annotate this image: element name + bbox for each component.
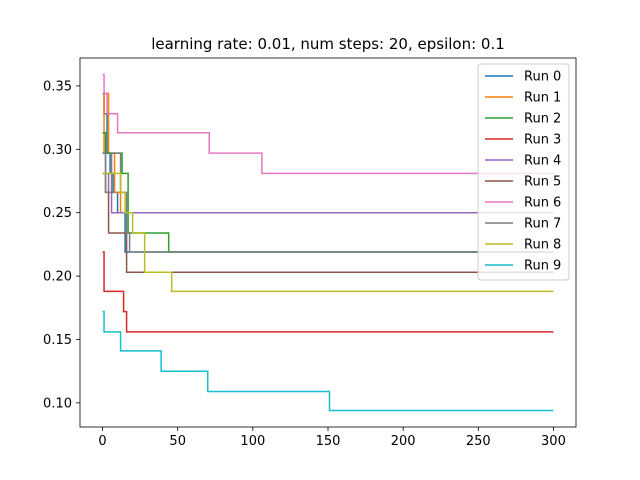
series-line-8 [102,172,554,293]
x-tick-label: 300 [541,434,566,449]
legend-label-2: Run 2 [524,112,561,127]
series-line-3 [102,251,554,333]
plot-lines [102,73,554,412]
legend-label-9: Run 9 [524,259,561,274]
legend: Run 0 Run 1 Run 2 Run 3 Run 4 Run 5 Run 6 Run 7… [477,63,570,281]
x-axis: 0 50 100 150 200 250 300 [98,427,566,449]
series-line-6 [102,73,554,175]
y-tick-label: 0.10 [43,396,72,411]
legend-label-3: Run 3 [524,133,561,148]
legend-label-4: Run 4 [524,154,561,169]
x-tick-label: 0 [98,434,106,449]
x-tick-label: 50 [169,434,186,449]
chart-title: learning rate: 0.01, num steps: 20, epsi… [151,35,505,53]
x-tick-label: 100 [240,434,265,449]
x-tick-label: 200 [391,434,416,449]
y-tick-label: 0.20 [43,270,72,285]
y-tick-label: 0.15 [43,333,72,348]
legend-label-7: Run 7 [524,217,561,232]
y-tick-label: 0.25 [43,206,72,221]
y-tick-label: 0.35 [43,79,72,94]
y-tick-label: 0.30 [43,143,72,158]
legend-label-1: Run 1 [524,91,561,106]
legend-label-8: Run 8 [524,238,561,253]
series-line-9 [102,310,554,412]
y-axis: 0.10 0.15 0.20 0.25 0.30 0.35 [43,79,80,411]
legend-label-6: Run 6 [524,196,561,211]
legend-label-5: Run 5 [524,175,561,190]
x-tick-label: 250 [466,434,491,449]
legend-label-0: Run 0 [524,70,561,85]
x-tick-label: 150 [316,434,341,449]
